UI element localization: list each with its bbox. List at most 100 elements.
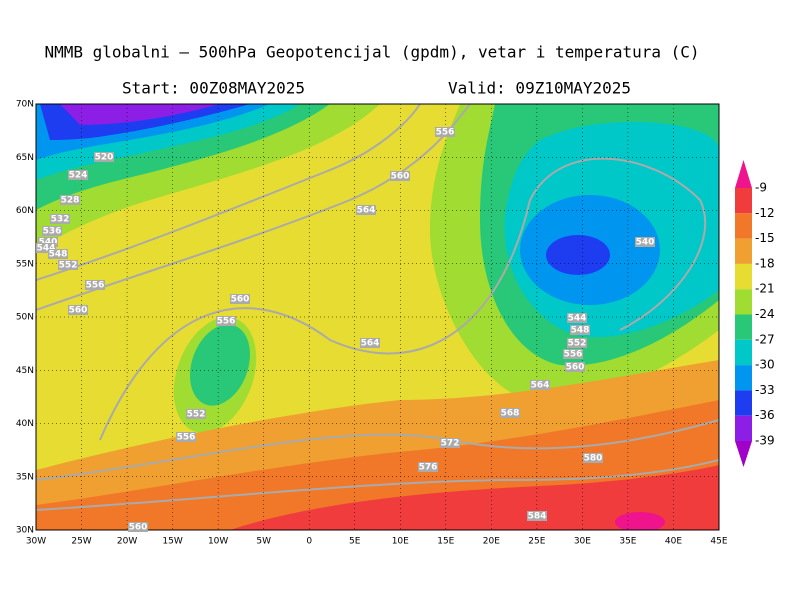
contour-label: 564	[531, 381, 550, 391]
contour-label: 560	[231, 295, 250, 305]
map-frame	[35, 103, 720, 531]
field-green	[190, 324, 250, 406]
lat-label: 40N	[16, 419, 34, 429]
contour-label: 576	[419, 463, 438, 473]
contour-label-bg	[418, 462, 438, 472]
contour-label: 556	[177, 433, 196, 443]
contour-label-bg	[565, 362, 585, 372]
contour-label-bg	[570, 325, 590, 335]
contour-label: 568	[501, 409, 520, 419]
lat-label: 70N	[16, 100, 34, 110]
contour-label: 560	[391, 172, 410, 182]
lon-label: 25W	[71, 537, 91, 547]
colorbar-label: -9	[755, 181, 767, 195]
contour-label: 556	[436, 128, 455, 138]
contour-label: 536	[43, 227, 62, 237]
colorbar-box	[735, 339, 752, 366]
contour-label-bg	[60, 195, 80, 205]
colorbar-box	[735, 188, 752, 214]
contour-label: 556	[217, 317, 236, 327]
contour-label-bg	[50, 214, 70, 224]
contour-label-bg	[68, 305, 88, 315]
contour-label: 564	[361, 339, 380, 349]
contour-label: 532	[51, 215, 70, 225]
contour-label: 560	[129, 523, 148, 533]
contour-label-bg	[500, 408, 520, 418]
lon-label: 30E	[574, 537, 591, 547]
contour-label-bg	[567, 338, 587, 348]
field-red	[230, 465, 719, 530]
contour-label: 552	[187, 410, 206, 420]
contour-label-bg	[360, 338, 380, 348]
contour-label: 572	[441, 439, 460, 449]
temperature-field	[36, 104, 719, 530]
contour-label: 544	[568, 314, 587, 324]
contour-label-bg	[635, 237, 655, 247]
lat-label: 30N	[16, 526, 34, 536]
colorbar-label: -27	[755, 332, 775, 346]
lat-label: 45N	[16, 366, 34, 376]
contour-label-bg	[527, 511, 547, 521]
lat-label: 55N	[16, 259, 34, 269]
lon-label: 40E	[665, 537, 682, 547]
colorbar-label: -24	[755, 307, 775, 321]
lon-label: 0	[306, 537, 312, 547]
contour-label: 524	[69, 171, 88, 181]
contour-label: 552	[59, 261, 78, 271]
field-magenta	[615, 512, 665, 530]
colorbar-label: -18	[755, 256, 775, 270]
contour-label-bg	[435, 127, 455, 137]
lon-label: 20E	[483, 537, 500, 547]
contour-label-bg	[356, 205, 376, 215]
colorbar-label: -39	[755, 434, 775, 448]
contour-label-bg	[68, 170, 88, 180]
contour-label: 520	[95, 153, 114, 163]
lon-label: 45E	[710, 537, 727, 547]
contour-label: 544	[37, 244, 56, 254]
contour-label-bg	[42, 226, 62, 236]
contour-label-bg	[128, 522, 148, 532]
contour-label-bg	[440, 438, 460, 448]
title: NMMB globalni — 500hPa Geopotencijal (gp…	[44, 43, 699, 62]
colorbar-box	[735, 213, 752, 239]
colorbar-box	[735, 263, 752, 290]
contour-label-bg	[583, 453, 603, 463]
lon-label: 5E	[349, 537, 361, 547]
field-violet	[60, 104, 220, 125]
colorbar: -9 -12 -15 -18 -21 -24 -27 -30 -33 -36 -39	[735, 160, 775, 467]
lat-label: 60N	[16, 206, 34, 216]
colorbar-box	[735, 238, 752, 264]
contour-label-bg	[94, 152, 114, 162]
contour-label: 556	[564, 350, 583, 360]
contour-label-bg	[176, 432, 196, 442]
start-time: Start: 00Z08MAY2025	[122, 79, 305, 98]
colorbar-top	[735, 160, 752, 188]
colorbar-box	[735, 365, 752, 391]
lat-label: 65N	[16, 153, 34, 163]
lon-label: 15W	[162, 537, 182, 547]
valid-time: Valid: 09Z10MAY2025	[448, 79, 631, 98]
contour-label-bg	[216, 316, 236, 326]
lon-label: 25E	[528, 537, 545, 547]
lon-label: 10E	[392, 537, 409, 547]
colorbar-box	[735, 289, 752, 315]
colorbar-label: -30	[755, 358, 775, 372]
contour-label-bg	[38, 237, 58, 247]
contour-label: 584	[528, 512, 547, 522]
contour-label: 560	[566, 363, 585, 373]
lon-label: 20W	[117, 537, 137, 547]
contour-label: 552	[568, 339, 587, 349]
contour-label-bg	[230, 294, 250, 304]
contour-label-bg	[48, 249, 68, 259]
colorbar-label: -36	[755, 408, 775, 422]
field-blue	[546, 235, 610, 275]
lat-label: 50N	[16, 313, 34, 323]
contour-label-bg	[567, 313, 587, 323]
contour-label: 548	[49, 250, 68, 260]
lon-label: 15E	[437, 537, 454, 547]
contour-label: 548	[571, 326, 590, 336]
lon-label: 10W	[208, 537, 228, 547]
contour-label-bg	[58, 260, 78, 270]
lon-label: 30W	[26, 537, 46, 547]
